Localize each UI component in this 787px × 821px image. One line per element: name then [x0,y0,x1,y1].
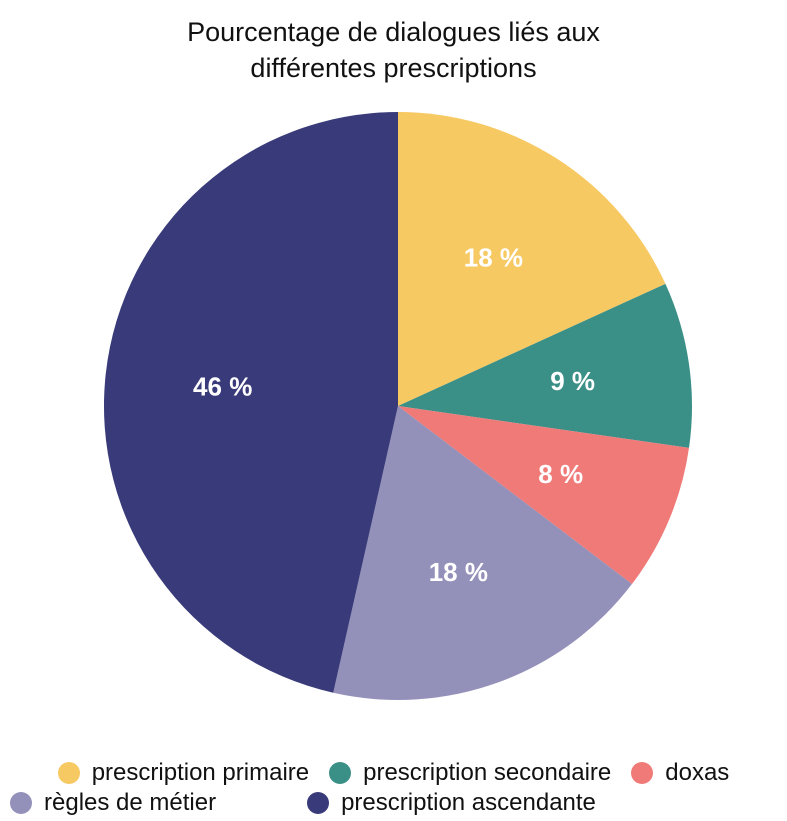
legend-swatch-prescription-secondaire [329,762,352,784]
legend-swatch-prescription-primaire [57,762,80,784]
pie-chart: 18 % 9 % 8 % 18 % 46 % [103,111,693,701]
legend-item-prescription-primaire: prescription primaire [57,758,310,788]
chart-title-line-1: Pourcentage de dialogues liés aux [187,17,600,47]
legend-swatch-prescription-ascendante [307,792,330,814]
legend-swatch-doxas [631,762,654,784]
legend-item-doxas: doxas [631,758,729,788]
slice-label-regles-de-metier: 18 % [429,557,488,587]
legend-label-prescription-ascendante: prescription ascendante [341,789,596,816]
legend-row-2: règles de métier prescription ascendante [0,788,787,818]
pie-slice-prescription-secondaire [398,283,693,448]
slice-label-prescription-primaire: 18 % [464,243,523,273]
legend-label-prescription-primaire: prescription primaire [91,759,310,786]
chart-legend: prescription primaire prescription secon… [0,758,787,818]
legend-label-doxas: doxas [665,759,730,786]
slice-label-prescription-secondaire: 9 % [550,366,595,396]
slice-label-doxas: 8 % [538,459,583,489]
pie-slice-prescription-primaire [398,112,666,406]
legend-label-regles-de-metier: règles de métier [44,789,217,816]
legend-item-regles-de-metier: règles de métier [10,788,216,818]
pie-slice-prescription-ascendante [103,111,398,693]
pie-slice-doxas [398,406,690,585]
legend-item-prescription-secondaire: prescription secondaire [329,758,611,788]
legend-row-1: prescription primaire prescription secon… [0,758,787,788]
legend-label-prescription-secondaire: prescription secondaire [363,759,612,786]
chart-title: Pourcentage de dialogues liés aux différ… [0,14,787,86]
pie-slice-regles-de-metier [333,406,632,701]
slice-label-prescription-ascendante: 46 % [193,371,252,401]
chart-title-line-2: différentes prescriptions [250,53,537,83]
legend-item-prescription-ascendante: prescription ascendante [307,788,596,818]
legend-swatch-regles-de-metier [10,792,32,814]
